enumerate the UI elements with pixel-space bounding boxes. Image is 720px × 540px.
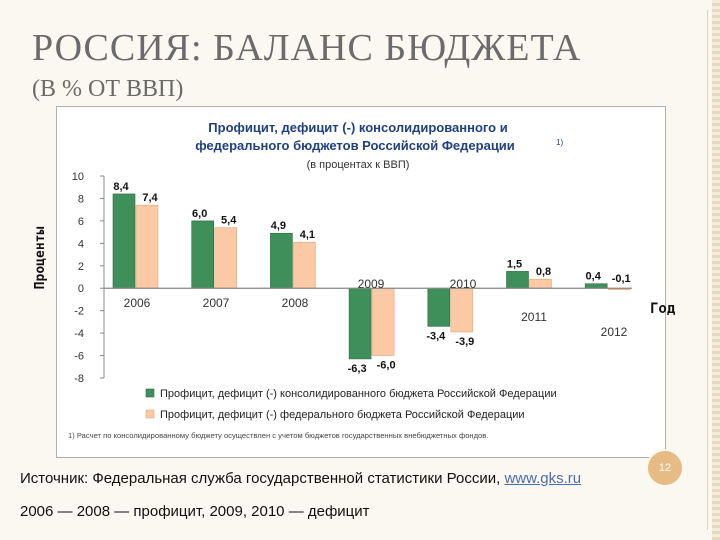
chart-footnote: 1) Расчет по консолидированному бюджету … (68, 431, 488, 440)
bar-s1-2006 (112, 193, 136, 289)
data-label-s1-2011: 1,5 (507, 258, 522, 270)
legend-swatch-1 (145, 388, 155, 398)
x-axis-label: Год (650, 301, 676, 317)
chart-title-line-2: федерального бюджетов Российской Федерац… (195, 138, 515, 153)
y-tick-label-2: 6 (78, 216, 84, 228)
y-tick-label-8: -6 (74, 351, 84, 363)
y-tick-label-0: 10 (72, 171, 84, 183)
bar-s1-2012 (584, 283, 608, 289)
page-number-badge: 12 (646, 449, 684, 487)
data-label-s2-2012: -0,1 (612, 273, 631, 285)
x-tick-label-2008: 2008 (282, 296, 309, 310)
bar-s2-2007 (214, 227, 237, 289)
data-label-s1-2008: 4,9 (271, 220, 286, 232)
data-label-s1-2007: 6,0 (192, 208, 207, 220)
x-tick-label-2006: 2006 (124, 296, 151, 310)
bar-s1-2008 (270, 232, 293, 289)
data-label-s1-2006: 8,4 (113, 181, 129, 193)
bar-s2-2006 (135, 204, 159, 289)
y-tick-label-3: 4 (78, 238, 84, 250)
data-label-s2-2008: 4,1 (300, 229, 315, 241)
data-label-s1-2010: -3,4 (426, 330, 446, 342)
data-label-s2-2009: -6,0 (377, 360, 396, 372)
bar-s1-2007 (191, 220, 214, 289)
y-tick-label-7: -4 (74, 328, 84, 340)
y-tick-label-5: 0 (78, 283, 84, 295)
y-axis-label: Проценты (33, 227, 48, 290)
source-text: Источник: Федеральная служба государстве… (20, 470, 505, 487)
x-tick-label-2011: 2011 (521, 310, 547, 324)
deficit-note: 2006 — 2008 — профицит, 2009, 2010 — деф… (20, 503, 370, 520)
y-tick-label-1: 8 (78, 193, 84, 205)
data-label-s2-2010: -3,9 (455, 336, 474, 348)
bar-s2-2011 (529, 278, 552, 289)
source-link[interactable]: www.gks.ru (504, 470, 582, 487)
chart-title-footnote-mark: 1) (556, 138, 563, 147)
bar-s2-2008 (293, 241, 316, 289)
bar-s2-2010 (450, 287, 474, 333)
data-label-s2-2006: 7,4 (142, 192, 158, 204)
x-tick-label-2012: 2012 (601, 325, 628, 339)
chart-subtitle: (в процентах к ВВП) (307, 159, 410, 171)
data-label-s1-2012: 0,4 (586, 271, 602, 283)
data-label-s1-2009: -6,3 (348, 363, 367, 375)
chart-title-line-1: Профицит, дефицит (-) консолидированного… (208, 120, 507, 135)
x-tick-label-2009: 2009 (358, 277, 385, 291)
slide-edge-line (707, 10, 708, 530)
x-tick-label-2010: 2010 (450, 277, 477, 291)
bar-s2-2009 (371, 287, 395, 356)
data-label-s2-2011: 0,8 (536, 266, 551, 278)
legend-label-1: Профицит, дефицит (-) консолидированного… (160, 388, 557, 400)
x-tick-label-2007: 2007 (203, 296, 230, 310)
slide-edge-decoration (712, 0, 720, 540)
y-tick-label-4: 2 (78, 261, 84, 273)
legend-swatch-2 (145, 409, 155, 419)
bar-s1-2010 (427, 287, 451, 327)
slide-title: РОССИЯ: БАЛАНС БЮДЖЕТА (32, 27, 582, 69)
source-line: Источник: Федеральная служба государстве… (20, 470, 700, 487)
y-tick-label-9: -8 (74, 373, 84, 385)
bar-s1-2009 (348, 287, 372, 360)
bar-s1-2011 (506, 271, 529, 289)
slide-subtitle: (В % ОТ ВВП) (32, 76, 184, 102)
y-tick-label-6: -2 (74, 306, 84, 318)
legend-label-2: Профицит, дефицит (-) федерального бюдже… (160, 409, 525, 421)
data-label-s2-2007: 5,4 (221, 215, 237, 227)
